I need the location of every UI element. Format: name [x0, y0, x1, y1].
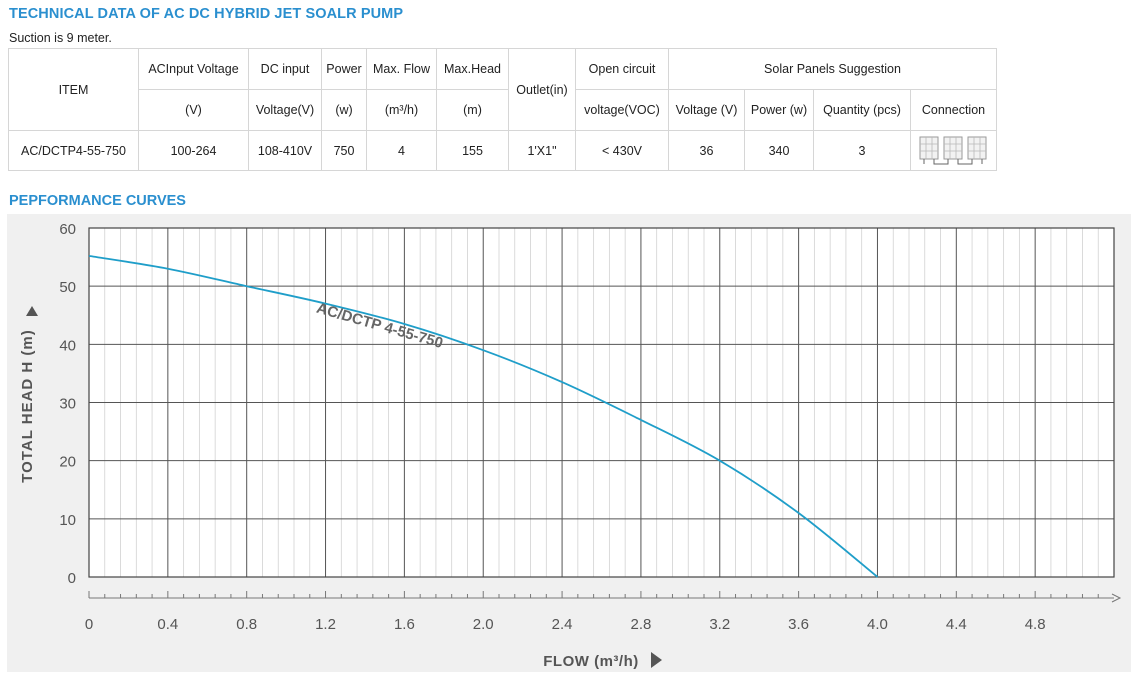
cell-max-head: 155: [436, 130, 509, 171]
x-tick-label: 4.8: [1025, 616, 1046, 633]
y-tick-label: 30: [59, 396, 76, 413]
cell-outlet: 1'X1": [508, 130, 576, 171]
suction-note: Suction is 9 meter.: [9, 31, 112, 45]
plot-border: [88, 227, 1115, 578]
y-axis-arrow-icon: [26, 306, 38, 316]
cell-panel-voltage: 36: [668, 130, 745, 171]
col-outlet: Outlet(in): [508, 48, 576, 131]
col-max-head: Max.Head: [436, 48, 509, 90]
table-row: AC/DCTP4-55-750 100-264 108-410V 750 4 1…: [8, 130, 997, 171]
col-solar-suggestion: Solar Panels Suggestion: [668, 48, 997, 90]
x-tick-label: 1.2: [315, 616, 336, 633]
x-tick-labels: 0 0.4 0.8 1.2 1.6 2.0 2.4 2.8 3.2 3.6 4.0 4.4 4.8: [85, 616, 1046, 633]
performance-heading: PEPFORMANCE CURVES: [9, 193, 186, 209]
col-ac-voltage-unit: (V): [138, 89, 249, 131]
col-voc: Open circuit: [575, 48, 669, 90]
col-voc-unit: voltage(VOC): [575, 89, 669, 131]
x-tick-label: 4.0: [867, 616, 888, 633]
x-tick-label: 0.4: [157, 616, 178, 633]
spec-table: ITEM ACInput Voltage DC input Power Max.…: [8, 48, 997, 171]
performance-chart: 0 10 20 30 40 50 60 0 0.4 0.8 1.2 1.6 2.0 2.4 2.8 3.2 3…: [7, 214, 1131, 672]
cell-ac-voltage: 100-264: [138, 130, 249, 171]
y-tick-label: 40: [59, 337, 76, 354]
page-title: TECHNICAL DATA OF AC DC HYBRID JET SOALR…: [9, 6, 404, 22]
x-tick-label: 2.0: [473, 616, 494, 633]
col-panel-quantity: Quantity (pcs): [813, 89, 911, 131]
solar-panels-series-icon: [919, 136, 986, 164]
col-item: ITEM: [8, 48, 139, 131]
cell-dc-voltage: 108-410V: [248, 130, 322, 171]
y-tick-label: 0: [68, 570, 76, 587]
y-tick-label: 60: [59, 221, 76, 238]
col-dc-input-unit: Voltage(V): [248, 89, 322, 131]
y-tick-label: 10: [59, 512, 76, 529]
col-power: Power: [321, 48, 367, 90]
cell-panel-quantity: 3: [813, 130, 911, 171]
cell-power: 750: [321, 130, 367, 171]
y-tick-label: 20: [59, 454, 76, 471]
col-panel-connection: Connection: [910, 89, 997, 131]
x-axis: [88, 591, 1122, 603]
x-tick-label: 4.4: [946, 616, 967, 633]
col-max-flow-unit: (m³/h): [366, 89, 437, 131]
col-ac-voltage: ACInput Voltage: [138, 48, 249, 90]
col-dc-input: DC input: [248, 48, 322, 90]
major-grid: [89, 228, 1114, 577]
x-axis-label: FLOW (m³/h): [543, 653, 638, 670]
y-tick-label: 50: [59, 279, 76, 296]
x-tick-label: 2.4: [552, 616, 573, 633]
col-panel-voltage: Voltage (V): [668, 89, 745, 131]
cell-voc: < 430V: [575, 130, 669, 171]
x-tick-label: 0: [85, 616, 93, 633]
cell-panel-power: 340: [744, 130, 814, 171]
series-line: [88, 255, 879, 578]
col-panel-power: Power (w): [744, 89, 814, 131]
x-tick-label: 2.8: [630, 616, 651, 633]
col-power-unit: (w): [321, 89, 367, 131]
x-axis-line-arrow-icon: [1111, 593, 1122, 603]
cell-model: AC/DCTP4-55-750: [8, 130, 139, 171]
cell-max-flow: 4: [366, 130, 437, 171]
x-tick-label: 1.6: [394, 616, 415, 633]
x-tick-label: 3.2: [709, 616, 730, 633]
cell-panel-connection: [910, 130, 997, 171]
x-tick-label: 3.6: [788, 616, 809, 633]
y-axis-label: TOTAL HEAD H (m): [19, 329, 36, 483]
col-max-head-unit: (m): [436, 89, 509, 131]
x-tick-label: 0.8: [236, 616, 257, 633]
y-axis: 0 10 20 30 40 50 60: [59, 221, 76, 587]
x-axis-arrow-icon: [651, 652, 662, 668]
col-max-flow: Max. Flow: [366, 48, 437, 90]
